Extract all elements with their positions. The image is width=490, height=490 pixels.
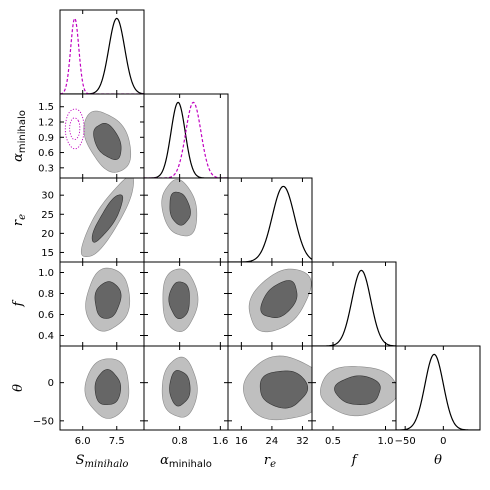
contour-inner-re-f — [260, 280, 298, 319]
contour-alpha-theta — [161, 356, 198, 418]
x-tick-label-alpha: 0.8 — [172, 436, 188, 447]
y-tick-label-theta: 0 — [48, 378, 54, 389]
x-tick-label-f: 1.0 — [378, 436, 394, 447]
contour-inner-S-theta — [94, 369, 122, 405]
x-tick-label-alpha: 1.6 — [212, 436, 228, 447]
marginal-curve-alpha-0 — [144, 101, 228, 178]
x-tick-label-S: 6.0 — [75, 436, 91, 447]
y-tick-label-alpha: 0.6 — [38, 148, 54, 159]
marginal-f — [312, 269, 396, 346]
prior-contour-line — [64, 108, 85, 150]
contour-alpha-re — [161, 179, 198, 237]
marginal-curve-S-1 — [60, 17, 144, 94]
marginal-S — [60, 17, 144, 94]
y-tick-label-theta: −50 — [33, 416, 54, 427]
contour-inner-S-alpha — [93, 122, 122, 161]
panel-frame — [227, 177, 313, 263]
contour-inner-alpha-f — [168, 281, 190, 320]
x-tick-label-re: 32 — [296, 436, 309, 447]
marginal-curve-f-0 — [312, 269, 396, 346]
y-axis-label-theta: θ — [11, 384, 26, 392]
panel-frame — [395, 345, 481, 431]
y-tick-label-f: 1.0 — [38, 268, 54, 279]
panel-frame — [311, 261, 397, 347]
contour-S-f — [85, 267, 131, 332]
marginal-theta — [396, 353, 480, 430]
x-tick-label-theta: 0 — [440, 436, 446, 447]
contour-inner-S-f — [94, 281, 122, 319]
contour-f-theta — [320, 366, 396, 417]
y-tick-label-f: 0.6 — [38, 310, 54, 321]
x-axis-label-S: Sminihalo — [76, 453, 129, 470]
y-tick-label-f: 0.8 — [38, 289, 54, 300]
marginal-curve-S-0 — [60, 17, 144, 94]
x-axis-label-re: re — [264, 453, 276, 470]
marginal-re — [228, 185, 312, 262]
prior-contour-line — [69, 117, 81, 141]
y-tick-label-alpha: 1.5 — [38, 102, 54, 113]
marginal-curve-alpha-1 — [144, 101, 228, 178]
y-tick-label-re: 25 — [41, 210, 54, 221]
y-axis-label-re: re — [11, 214, 28, 226]
contour-inner-f-theta — [334, 375, 381, 405]
contour-S-theta — [84, 358, 130, 419]
y-tick-label-alpha: 0.9 — [38, 133, 54, 144]
x-tick-label-f: 0.5 — [325, 436, 341, 447]
contour-re-theta — [243, 355, 312, 421]
x-tick-label-theta: −50 — [395, 436, 416, 447]
y-tick-label-re: 15 — [41, 248, 54, 259]
marginal-curve-re-0 — [228, 185, 312, 262]
contour-inner-alpha-theta — [169, 370, 191, 407]
contour-S-alpha — [83, 110, 132, 173]
contour-alpha-f — [162, 268, 199, 332]
x-axis-label-theta: θ — [434, 453, 442, 468]
x-axis-label-f: f — [351, 453, 359, 468]
y-tick-label-re: 20 — [41, 229, 54, 240]
x-axis-label-alpha: αminihalo — [160, 453, 212, 470]
contour-S-re — [80, 178, 134, 257]
y-tick-label-alpha: 0.3 — [38, 163, 54, 174]
x-tick-label-S: 7.5 — [109, 436, 125, 447]
marginal-curve-theta-0 — [396, 353, 480, 430]
contour-re-f — [248, 268, 312, 333]
y-axis-label-alpha: αminihalo — [11, 110, 28, 162]
y-tick-label-f: 0.4 — [38, 331, 54, 342]
prior-contour-S-alpha — [64, 108, 85, 150]
y-axis-label-f: f — [11, 299, 26, 307]
contour-inner-alpha-re — [169, 191, 191, 226]
x-tick-label-re: 16 — [235, 436, 248, 447]
marginal-alpha — [144, 101, 228, 178]
y-tick-label-alpha: 1.2 — [38, 118, 54, 129]
x-tick-label-re: 24 — [266, 436, 279, 447]
y-tick-label-re: 30 — [41, 191, 54, 202]
contour-inner-re-theta — [259, 370, 309, 409]
contour-inner-S-re — [91, 194, 124, 243]
